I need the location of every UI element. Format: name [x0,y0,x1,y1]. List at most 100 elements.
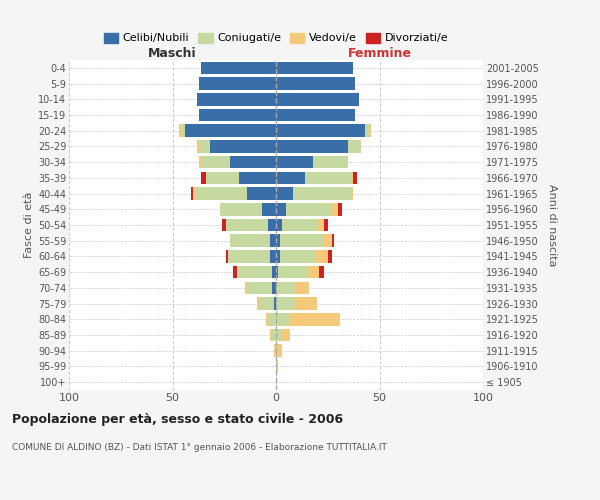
Bar [280,234,323,247]
Bar [313,156,349,168]
Bar [365,124,369,137]
Bar [278,344,282,357]
Bar [274,298,276,310]
Text: Popolazione per età, sesso e stato civile - 2006: Popolazione per età, sesso e stato civil… [12,412,343,426]
Bar [199,78,276,90]
Bar [276,188,293,200]
Bar [268,313,276,326]
Bar [197,93,276,106]
Bar [272,282,276,294]
Bar [229,250,270,262]
Bar [290,313,340,326]
Bar [276,282,295,294]
Bar [369,124,371,137]
Bar [202,62,276,74]
Bar [199,108,276,122]
Bar [276,218,282,232]
Bar [185,124,276,137]
Bar [276,108,355,122]
Bar [317,218,323,232]
Bar [274,344,276,357]
Bar [276,234,280,247]
Bar [270,250,276,262]
Bar [276,124,365,137]
Bar [319,266,323,278]
Bar [270,328,272,342]
Bar [349,140,361,152]
Bar [179,124,181,137]
Bar [323,234,332,247]
Bar [295,282,309,294]
Legend: Celibi/Nubili, Coniugati/e, Vedovi/e, Divorziati/e: Celibi/Nubili, Coniugati/e, Vedovi/e, Di… [100,28,452,48]
Bar [270,234,276,247]
Bar [276,172,305,184]
Bar [328,250,332,262]
Bar [276,344,278,357]
Bar [276,78,355,90]
Text: Femmine: Femmine [347,47,412,60]
Bar [276,93,359,106]
Bar [278,266,307,278]
Bar [280,250,316,262]
Bar [193,188,195,200]
Bar [226,218,268,232]
Y-axis label: Anni di nascita: Anni di nascita [547,184,557,266]
Bar [199,140,210,152]
Bar [197,140,199,152]
Bar [332,203,338,215]
Bar [272,266,276,278]
Bar [316,250,328,262]
Bar [199,156,202,168]
Bar [282,328,290,342]
Bar [276,250,280,262]
Text: Maschi: Maschi [148,47,197,60]
Bar [276,328,282,342]
Bar [276,140,349,152]
Bar [195,188,247,200]
Bar [276,313,290,326]
Bar [295,298,317,310]
Bar [286,203,332,215]
Bar [230,156,276,168]
Bar [206,172,239,184]
Bar [350,172,353,184]
Bar [272,328,276,342]
Bar [202,156,230,168]
Bar [350,188,353,200]
Bar [181,124,185,137]
Bar [257,298,259,310]
Bar [266,313,268,326]
Bar [247,282,272,294]
Bar [332,234,334,247]
Bar [282,218,317,232]
Bar [222,218,226,232]
Bar [247,188,276,200]
Bar [262,203,276,215]
Bar [236,266,272,278]
Bar [323,218,328,232]
Bar [293,188,350,200]
Bar [233,266,236,278]
Bar [305,172,350,184]
Bar [226,250,229,262]
Bar [276,156,313,168]
Bar [353,172,357,184]
Bar [276,298,295,310]
Bar [202,172,206,184]
Bar [307,266,319,278]
Bar [259,298,274,310]
Text: COMUNE DI ALDINO (BZ) - Dati ISTAT 1° gennaio 2006 - Elaborazione TUTTITALIA.IT: COMUNE DI ALDINO (BZ) - Dati ISTAT 1° ge… [12,442,387,452]
Bar [276,62,353,74]
Bar [191,188,193,200]
Bar [276,203,286,215]
Bar [245,282,247,294]
Bar [220,203,262,215]
Bar [276,360,278,372]
Bar [210,140,276,152]
Y-axis label: Fasce di età: Fasce di età [23,192,34,258]
Bar [276,266,278,278]
Bar [230,234,270,247]
Bar [268,218,276,232]
Bar [239,172,276,184]
Bar [338,203,342,215]
